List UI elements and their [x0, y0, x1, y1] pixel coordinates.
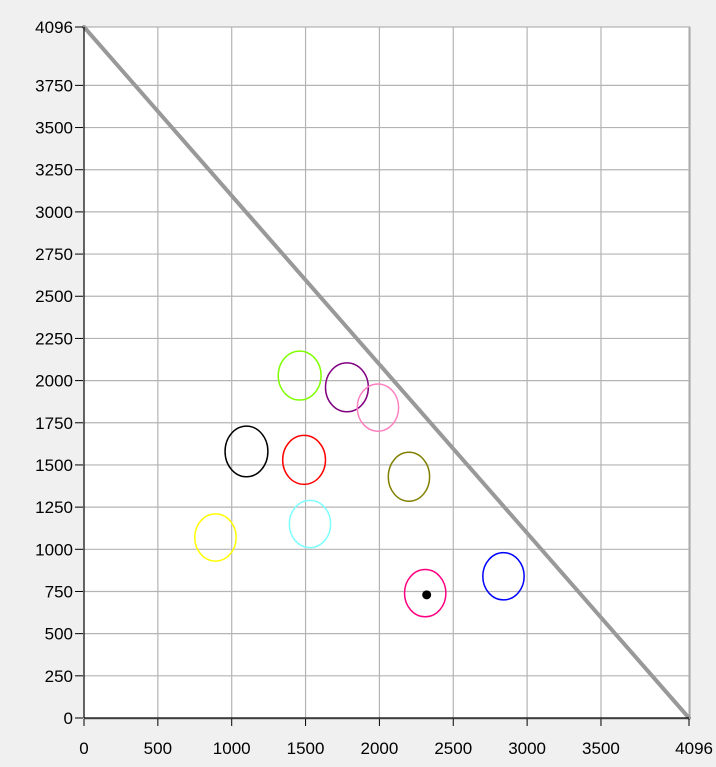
grid	[84, 26, 690, 718]
ellipse-marker	[288, 499, 332, 549]
ellipse-marker	[281, 434, 327, 486]
y-tick-label: 0	[64, 709, 73, 728]
ellipse-marker	[356, 383, 400, 432]
y-tick-label: 1000	[35, 540, 73, 559]
boundary-line	[82, 25, 691, 720]
y-tick-label: 3500	[35, 119, 73, 138]
ellipse-marker	[387, 451, 431, 502]
ellipse-marker	[403, 568, 447, 618]
ellipse-marker	[224, 425, 269, 478]
y-tick-label: 3750	[35, 76, 73, 95]
x-tick-label: 1000	[213, 739, 251, 758]
x-axis-ticks: 0 500 1000 1500 2000 2500 3000 3500 4096	[79, 719, 713, 758]
y-tick-label: 2000	[35, 372, 73, 391]
x-tick-label: 4096	[675, 739, 713, 758]
data-point	[422, 590, 432, 600]
y-tick-label: 2250	[35, 329, 73, 348]
ellipse-group	[194, 350, 525, 618]
x-tick-label: 2500	[434, 739, 472, 758]
x-tick-label: 3500	[582, 739, 620, 758]
y-tick-label: 750	[45, 582, 73, 601]
x-tick-label: 3000	[508, 739, 546, 758]
y-tick-label: 500	[45, 625, 73, 644]
y-tick-label: 3250	[35, 161, 73, 180]
y-tick-label: 1750	[35, 414, 73, 433]
ellipse-marker	[482, 551, 525, 601]
boundary-line-group	[82, 25, 691, 720]
y-tick-label: 1500	[35, 456, 73, 475]
x-tick-label: 1500	[287, 739, 325, 758]
axes	[83, 27, 689, 719]
ellipse-marker	[277, 350, 322, 401]
y-axis-ticks: 0 250 500 750 1000 1250 1500 1750 2000 2250 2500 27…	[35, 18, 83, 728]
y-tick-label: 3000	[35, 203, 73, 222]
x-tick-label: 500	[144, 739, 172, 758]
y-tick-label: 2500	[35, 287, 73, 306]
y-tick-label: 250	[45, 667, 73, 686]
ellipse-marker	[194, 513, 237, 562]
y-tick-label: 1250	[35, 498, 73, 517]
y-tick-label: 2750	[35, 245, 73, 264]
y-tick-label: 4096	[35, 18, 73, 37]
x-tick-label: 2000	[360, 739, 398, 758]
point-group	[422, 590, 432, 600]
x-tick-label: 0	[79, 739, 88, 758]
